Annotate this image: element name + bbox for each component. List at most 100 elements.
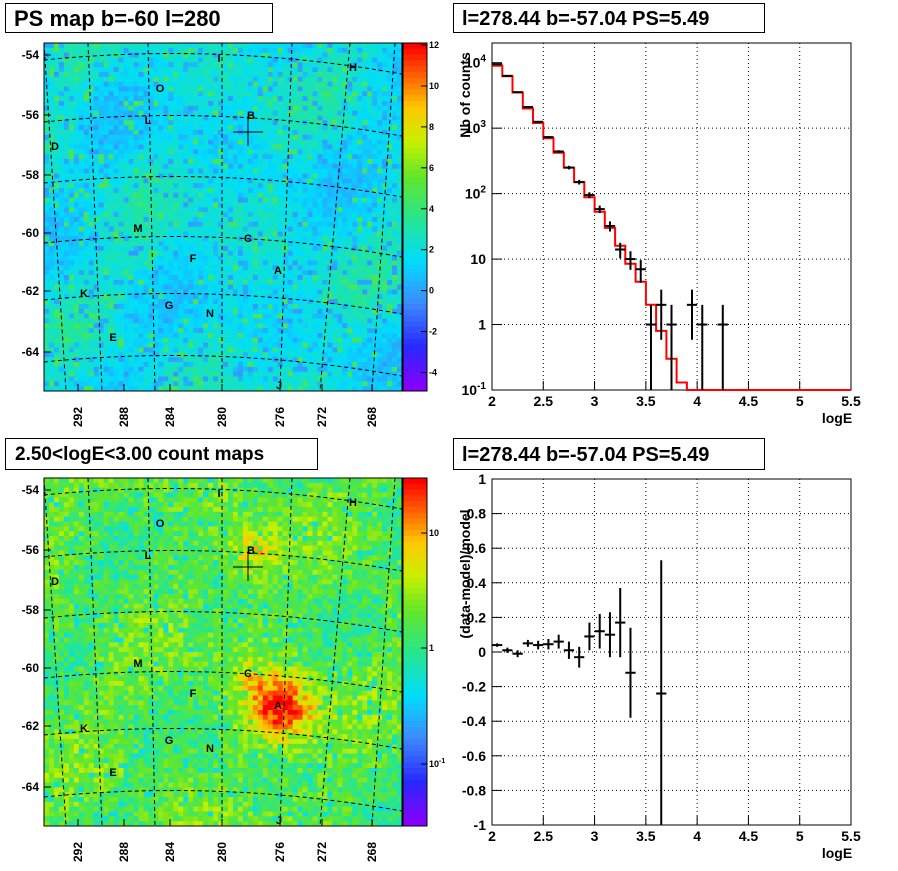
data-point (492, 63, 503, 66)
colorbar-tick: 4 (429, 204, 434, 214)
spectrum-x-tick: 3 (591, 393, 599, 409)
colorbar-frame (402, 477, 428, 827)
residual-grid (492, 479, 851, 825)
latitude-line (43, 355, 403, 377)
spectrum-y-tick: 103 (465, 119, 487, 136)
spectrum-title: l=278.44 b=-57.04 PS=5.49 (453, 3, 765, 33)
data-point (656, 289, 667, 340)
latitude-line (43, 671, 403, 693)
data-point (574, 179, 585, 185)
residual-y-tick: -0.8 (462, 782, 486, 798)
map-coordinate-grid (43, 42, 403, 392)
map-y-tick: -54 (22, 483, 40, 497)
residual-x-tick: 5 (796, 828, 804, 844)
source-label-J: J (276, 380, 282, 392)
residual-point (522, 639, 534, 647)
spectrum-x-tick: 2 (488, 393, 496, 409)
spectrum-x-tick: 2.5 (534, 393, 554, 409)
map-x-tick: 272 (315, 407, 329, 427)
residual-point (502, 647, 513, 653)
map-y-tick: -64 (22, 345, 40, 359)
source-label-E: E (109, 767, 116, 779)
residual-x-tick: 4.5 (739, 828, 759, 844)
source-label-H: H (349, 497, 357, 509)
spectrum-y-tick: 1 (478, 317, 486, 333)
source-label-I: I (217, 53, 220, 65)
residual-point (574, 646, 585, 668)
data-point (686, 289, 698, 340)
source-label-C: C (244, 233, 252, 245)
map-y-tick: -60 (22, 661, 40, 675)
map-pixels (44, 43, 403, 392)
residual-x-tick: 4 (693, 828, 701, 844)
data-point (594, 205, 605, 214)
source-label-L: L (145, 115, 152, 127)
spectrum-x-tick: 3.5 (636, 393, 656, 409)
data-point (717, 304, 728, 390)
map-pixels (44, 478, 403, 827)
source-label-N: N (206, 743, 214, 755)
residual-point (563, 641, 575, 659)
colorbar-tick: 0 (429, 286, 434, 296)
source-label-O: O (156, 518, 165, 530)
data-point (563, 165, 575, 170)
source-label-I: I (217, 488, 220, 500)
data-point (553, 150, 564, 153)
source-label-L: L (145, 550, 152, 562)
map-panel-counts: A B C D E F G H I J K L M N O -54 -56 -58 -60 -62 -64 292 288 2… (22, 477, 445, 862)
residual-point (615, 587, 626, 658)
map-frame (43, 477, 403, 827)
source-label-N: N (206, 308, 214, 320)
data-point (625, 251, 636, 270)
source-label-K: K (80, 288, 88, 300)
source-label-C: C (244, 668, 252, 680)
source-label-K: K (80, 723, 88, 735)
map-panel-ps: A B C D E F G H I J K L M N O -54 -56 -58 -60 -62 -64 292 288 2… (22, 40, 439, 427)
residual-y-tick: 0.8 (467, 506, 487, 522)
spectrum-x-tick: 4 (693, 393, 701, 409)
residual-x-label: logE (822, 845, 852, 861)
spectrum-x-tick: 4.5 (739, 393, 759, 409)
map-x-tick: 276 (273, 407, 287, 427)
colorbar-tick: 2 (429, 245, 434, 255)
longitude-line (87, 42, 103, 392)
residual-y-tick: 0.4 (467, 575, 487, 591)
residual-y-tick: 0.6 (467, 540, 487, 556)
data-point (645, 304, 657, 390)
data-point (522, 106, 534, 109)
data-point (635, 260, 646, 283)
spectrum-x-tick: 5.5 (841, 393, 861, 409)
map-y-tick: -60 (22, 226, 40, 240)
colorbar-tick: 10-1 (429, 758, 445, 769)
source-label-J: J (276, 815, 282, 827)
source-label-O: O (156, 83, 165, 95)
data-point (604, 221, 616, 232)
longitude-line (371, 42, 396, 392)
residual-point (492, 643, 503, 647)
latitude-line (43, 115, 403, 137)
spectrum-x-tick: 5 (796, 393, 804, 409)
map-x-tick: 284 (163, 842, 177, 862)
longitude-line (371, 477, 396, 827)
latitude-line (43, 53, 403, 75)
residual-point (656, 560, 667, 825)
longitude-line (279, 42, 293, 392)
map-x-tick: 292 (71, 407, 85, 427)
residual-point (625, 627, 636, 718)
colorbar-tick: 10 (429, 81, 439, 91)
map-y-tick: -56 (22, 543, 40, 557)
spectrum-y-tick: 10-1 (461, 381, 486, 398)
colorbar-tick: -2 (429, 327, 437, 337)
latitude-line (43, 293, 403, 315)
source-label-A: A (274, 265, 282, 277)
colorbar-tick: 8 (429, 122, 434, 132)
map-y-tick: -62 (22, 284, 40, 298)
colorbar-tick: 12 (429, 40, 439, 50)
latitude-line (43, 176, 403, 198)
data-point (502, 74, 513, 77)
source-label-G: G (165, 735, 174, 747)
residual-y-label: (data-model)/model (457, 509, 473, 638)
model-histogram (492, 64, 851, 391)
